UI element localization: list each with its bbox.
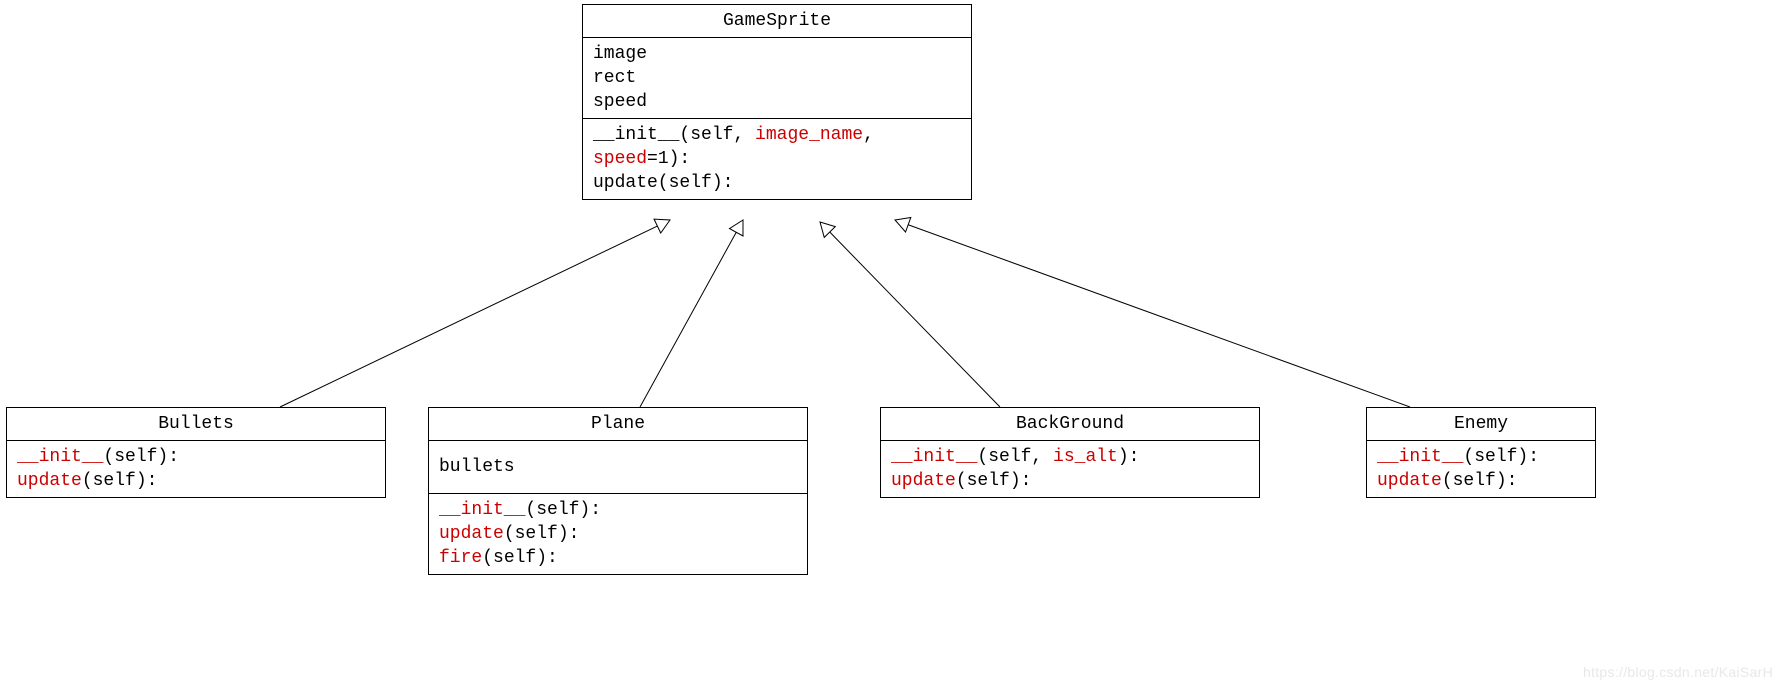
paren: ): <box>1118 447 1140 467</box>
class-title: BackGround <box>881 408 1259 441</box>
method-name: __init__ <box>1377 447 1463 467</box>
attr-row: bullets <box>439 455 797 479</box>
class-background: BackGround __init__(self, is_alt): updat… <box>880 407 1260 498</box>
method-name: fire <box>439 548 482 568</box>
method-rest: (self): <box>956 471 1032 491</box>
class-attributes: image rect speed <box>583 38 971 119</box>
class-plane: Plane bullets __init__(self): update(sel… <box>428 407 808 575</box>
watermark: https://blog.csdn.net/KaiSarH <box>1583 664 1773 680</box>
method-name: __init__ <box>891 447 977 467</box>
paren: ): <box>669 149 691 169</box>
method-rest: (self): <box>504 524 580 544</box>
class-gamesprite: GameSprite image rect speed __init__(sel… <box>582 4 972 200</box>
method-rest: (self): <box>482 548 558 568</box>
method-row: update(self): <box>17 469 375 493</box>
eq: =1 <box>647 149 669 169</box>
method-name: update <box>439 524 504 544</box>
method-rest: (self): <box>103 447 179 467</box>
method-row: __init__(self): <box>17 445 375 469</box>
method-rest: (self): <box>82 471 158 491</box>
method-row: update(self): <box>891 469 1249 493</box>
param: image_name <box>755 125 863 145</box>
param: is_alt <box>1053 447 1118 467</box>
method-rest: (self): <box>1442 471 1518 491</box>
class-methods: __init__(self): update(self): <box>7 441 385 497</box>
method-rest: (self): <box>1463 447 1539 467</box>
method-row: __init__(self, image_name, speed=1): <box>593 123 961 171</box>
class-methods: __init__(self): update(self): <box>1367 441 1595 497</box>
class-title: Bullets <box>7 408 385 441</box>
method-name: __init__ <box>17 447 103 467</box>
attr-row: rect <box>593 66 961 90</box>
method-name: __init__ <box>439 500 525 520</box>
method-row: fire(self): <box>439 546 797 570</box>
method-rest: (self): <box>525 500 601 520</box>
paren: (self, <box>679 125 755 145</box>
attr-row: image <box>593 42 961 66</box>
class-methods: __init__(self, image_name, speed=1): upd… <box>583 119 971 199</box>
class-enemy: Enemy __init__(self): update(self): <box>1366 407 1596 498</box>
class-title: Plane <box>429 408 807 441</box>
class-attributes: bullets <box>429 441 807 494</box>
paren: (self, <box>977 447 1053 467</box>
class-title: Enemy <box>1367 408 1595 441</box>
method-name: __init__ <box>593 125 679 145</box>
method-row: __init__(self, is_alt): <box>891 445 1249 469</box>
sep: , <box>863 125 874 145</box>
param: speed <box>593 149 647 169</box>
method-row: __init__(self): <box>439 498 797 522</box>
class-methods: __init__(self, is_alt): update(self): <box>881 441 1259 497</box>
class-bullets: Bullets __init__(self): update(self): <box>6 407 386 498</box>
class-title: GameSprite <box>583 5 971 38</box>
method-name: update <box>1377 471 1442 491</box>
method-row: update(self): <box>1377 469 1585 493</box>
method-row: __init__(self): <box>1377 445 1585 469</box>
method-name: update <box>17 471 82 491</box>
attr-row: speed <box>593 90 961 114</box>
method-row: update(self): <box>593 171 961 195</box>
method-row: update(self): <box>439 522 797 546</box>
method-name: update <box>891 471 956 491</box>
class-methods: __init__(self): update(self): fire(self)… <box>429 494 807 574</box>
